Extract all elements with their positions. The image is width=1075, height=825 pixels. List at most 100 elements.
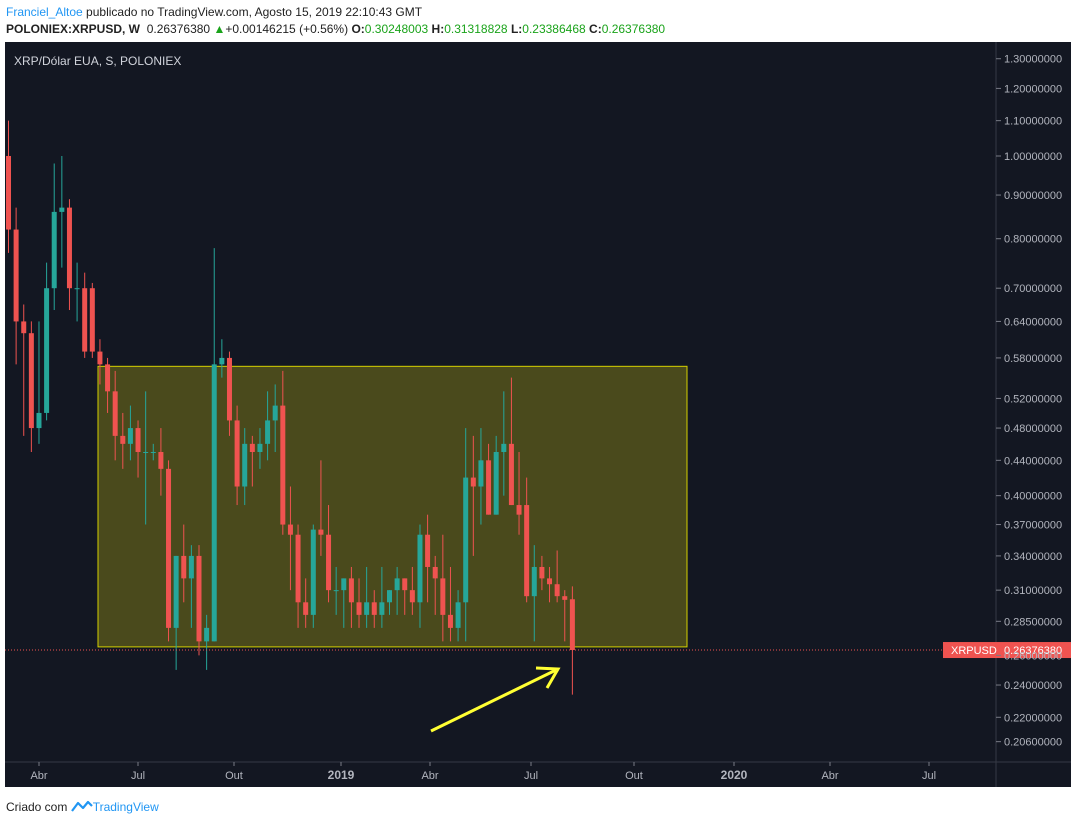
candle-body (478, 460, 484, 487)
candle[interactable] (402, 578, 408, 615)
candle[interactable] (257, 428, 263, 469)
candle-body (219, 357, 225, 365)
candle[interactable] (112, 370, 118, 461)
time-axis[interactable] (5, 762, 996, 787)
candle[interactable] (371, 590, 377, 628)
price-axis[interactable] (996, 42, 1071, 762)
candle[interactable] (13, 207, 19, 365)
candle-body (318, 529, 324, 535)
candle[interactable] (97, 339, 103, 385)
tradingview-brand[interactable]: TradingView (92, 800, 159, 814)
x-tick-label: Abr (821, 770, 838, 782)
author-link[interactable]: Franciel_Altoe (6, 5, 83, 19)
candle[interactable] (158, 428, 164, 496)
candle[interactable] (387, 590, 392, 615)
candle[interactable] (501, 391, 507, 496)
candle[interactable] (105, 357, 111, 413)
candle[interactable] (341, 578, 347, 628)
candle[interactable] (211, 248, 217, 642)
candle[interactable] (188, 545, 194, 628)
candle[interactable] (318, 460, 324, 556)
candle[interactable] (478, 428, 484, 525)
candle[interactable] (280, 370, 286, 535)
candle[interactable] (326, 505, 332, 603)
candle[interactable] (89, 282, 95, 358)
candle[interactable] (59, 155, 65, 268)
candle[interactable] (333, 566, 339, 615)
candle[interactable] (196, 545, 202, 656)
candle[interactable] (150, 443, 156, 461)
candle[interactable] (364, 566, 370, 628)
candle[interactable] (219, 339, 225, 378)
candle[interactable] (356, 578, 362, 628)
candle[interactable] (516, 451, 522, 535)
candle-body (356, 602, 362, 615)
candle[interactable] (226, 351, 232, 436)
candle[interactable] (82, 272, 88, 358)
candle[interactable] (303, 578, 309, 628)
candle[interactable] (51, 163, 57, 311)
candle-body (105, 364, 111, 392)
candle[interactable] (432, 555, 438, 615)
candle[interactable] (379, 566, 385, 628)
candle[interactable] (394, 566, 400, 615)
candle[interactable] (531, 545, 537, 642)
candle[interactable] (234, 405, 240, 506)
x-tick-label: Jul (922, 770, 936, 782)
candle[interactable] (44, 262, 50, 421)
candle[interactable] (143, 391, 149, 525)
candle[interactable] (249, 435, 255, 487)
candle[interactable] (486, 443, 492, 515)
candle[interactable] (135, 420, 141, 478)
candle[interactable] (204, 614, 210, 670)
candle[interactable] (524, 477, 530, 603)
tradingview-logo-icon[interactable] (70, 800, 93, 814)
candle[interactable] (569, 586, 575, 695)
candle[interactable] (562, 590, 568, 642)
candle[interactable] (21, 304, 27, 436)
x-tick-label: Jul (131, 770, 145, 782)
candle[interactable] (417, 524, 423, 628)
candle[interactable] (265, 391, 271, 461)
candle[interactable] (447, 566, 453, 642)
candle[interactable] (36, 321, 42, 444)
price-chart[interactable]: XRPUSD 0.26376380 1.30000000 1.20000000 1.1… (0, 0, 1075, 795)
y-tick-label: 1.10000000 (1004, 116, 1062, 128)
candle[interactable] (539, 555, 545, 591)
y-tick-label: 0.26000000 (1004, 650, 1062, 662)
candle[interactable] (272, 384, 278, 452)
candle[interactable] (463, 428, 469, 642)
candle[interactable] (554, 550, 560, 603)
candle-body (447, 614, 453, 628)
candle[interactable] (455, 590, 461, 642)
candle[interactable] (173, 555, 179, 670)
candle-body (97, 351, 103, 365)
candle[interactable] (127, 405, 133, 461)
y-tick-label: 0.80000000 (1004, 234, 1062, 246)
candle[interactable] (28, 321, 34, 452)
range-rectangle[interactable] (97, 365, 688, 648)
candle-body (257, 443, 263, 452)
candle[interactable] (425, 514, 431, 603)
candle[interactable] (242, 428, 248, 506)
candle[interactable] (409, 566, 415, 615)
candle[interactable] (310, 524, 316, 628)
candle[interactable] (470, 435, 476, 556)
candle[interactable] (166, 460, 172, 642)
candle[interactable] (348, 566, 354, 628)
candle[interactable] (287, 486, 293, 591)
candle[interactable] (181, 524, 187, 603)
candle[interactable] (66, 199, 72, 311)
candle[interactable] (493, 435, 499, 515)
open-value: 0.30248003 (364, 22, 429, 36)
candle[interactable] (547, 566, 553, 603)
candle-body (470, 477, 476, 487)
candle[interactable] (440, 534, 446, 642)
x-tick-label: Jul (524, 770, 538, 782)
candle[interactable] (120, 412, 126, 469)
candle[interactable] (295, 524, 301, 628)
high-label: H: (431, 22, 445, 36)
candle[interactable] (74, 262, 80, 322)
candle[interactable] (6, 120, 11, 253)
candle[interactable] (508, 377, 514, 506)
